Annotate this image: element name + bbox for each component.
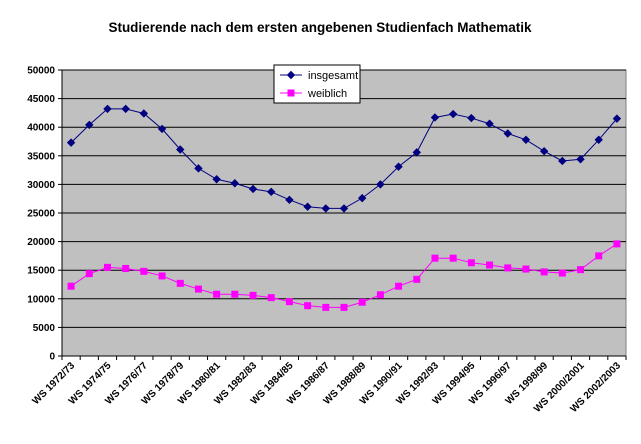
data-point-weiblich xyxy=(194,285,202,293)
data-point-insgesamt xyxy=(430,113,440,122)
data-point-weiblich xyxy=(285,298,293,306)
data-point-weiblich xyxy=(340,303,348,311)
data-point-weiblich xyxy=(103,263,111,271)
data-point-weiblich xyxy=(395,282,403,290)
series-group xyxy=(66,104,622,311)
y-axis: 0 5000 10000 15000 20000 25000 30000 35000 40000… xyxy=(27,66,63,363)
data-point-weiblich xyxy=(304,302,312,310)
data-point-insgesamt xyxy=(594,135,603,144)
data-point-insgesamt xyxy=(248,184,258,194)
data-point-insgesamt xyxy=(121,104,130,114)
data-point-insgesamt xyxy=(285,195,294,205)
data-point-weiblich xyxy=(122,264,130,272)
data-point-insgesamt xyxy=(303,202,312,211)
data-point-weiblich xyxy=(249,291,257,299)
y-tick-label: 20000 xyxy=(27,237,55,248)
y-tick-label: 0 xyxy=(49,352,55,363)
data-point-weiblich xyxy=(540,268,548,276)
data-point-insgesamt xyxy=(558,156,567,166)
data-point-insgesamt xyxy=(412,148,421,157)
data-point-weiblich xyxy=(558,269,566,277)
data-point-insgesamt xyxy=(521,135,531,144)
data-point-weiblich xyxy=(577,266,585,274)
y-tick-label: 30000 xyxy=(27,180,55,191)
y-tick-label: 35000 xyxy=(27,151,55,162)
data-point-insgesamt xyxy=(467,113,476,123)
y-tick-label: 40000 xyxy=(27,123,55,134)
data-point-weiblich xyxy=(358,298,366,306)
data-point-weiblich xyxy=(376,291,384,299)
data-point-insgesamt xyxy=(448,109,458,119)
data-point-weiblich xyxy=(67,282,75,290)
data-point-weiblich xyxy=(613,240,621,248)
series-insgesamt xyxy=(66,104,622,213)
data-point-insgesamt xyxy=(176,145,185,154)
y-tick-label: 10000 xyxy=(27,294,55,305)
y-tick-label: 25000 xyxy=(27,209,55,220)
data-point-insgesamt xyxy=(212,175,221,184)
legend-item-weiblich: weiblich xyxy=(280,88,347,100)
data-point-insgesamt xyxy=(394,162,403,171)
legend-marker xyxy=(286,70,296,80)
chart-title: Studierende nach dem ersten angebenen St… xyxy=(108,20,532,35)
data-point-weiblich xyxy=(158,272,166,280)
y-tick-label: 50000 xyxy=(27,66,55,77)
data-point-insgesamt xyxy=(376,180,385,189)
data-point-insgesamt xyxy=(576,155,585,164)
data-point-insgesamt xyxy=(485,119,494,128)
data-point-weiblich xyxy=(413,275,421,283)
legend-label: insgesamt xyxy=(308,70,358,82)
data-point-weiblich xyxy=(467,259,475,267)
data-point-insgesamt xyxy=(230,179,240,188)
legend: insgesamt weiblich xyxy=(273,64,361,104)
data-point-insgesamt xyxy=(357,193,367,203)
data-point-weiblich xyxy=(522,265,530,273)
y-tick-label: 45000 xyxy=(27,94,55,105)
data-point-weiblich xyxy=(595,252,603,260)
data-point-insgesamt xyxy=(503,129,512,138)
data-point-weiblich xyxy=(486,261,494,269)
data-point-weiblich xyxy=(213,290,221,298)
legend-marker xyxy=(287,89,295,97)
data-point-insgesamt xyxy=(321,204,331,213)
series-weiblich xyxy=(67,240,621,311)
legend-label: weiblich xyxy=(307,88,347,100)
data-point-insgesamt xyxy=(66,138,76,147)
data-point-weiblich xyxy=(267,294,275,302)
data-point-weiblich xyxy=(504,264,512,272)
y-tick-label: 15000 xyxy=(27,266,55,277)
data-point-weiblich xyxy=(431,254,439,262)
data-point-insgesamt xyxy=(267,187,276,197)
legend-box xyxy=(273,64,361,104)
legend-item-insgesamt: insgesamt xyxy=(280,70,358,82)
data-point-weiblich xyxy=(85,270,93,278)
data-point-weiblich xyxy=(322,303,330,311)
data-point-insgesamt xyxy=(612,114,622,123)
data-point-weiblich xyxy=(176,279,184,287)
data-point-insgesamt xyxy=(339,204,349,213)
data-point-insgesamt xyxy=(139,109,149,118)
y-tick-label: 5000 xyxy=(33,323,56,334)
data-point-weiblich xyxy=(449,254,457,262)
data-point-weiblich xyxy=(231,290,239,298)
data-point-insgesamt xyxy=(539,147,549,156)
data-point-weiblich xyxy=(140,267,148,275)
data-point-insgesamt xyxy=(85,120,94,130)
data-point-insgesamt xyxy=(194,164,203,173)
data-point-insgesamt xyxy=(103,104,112,114)
data-point-insgesamt xyxy=(157,124,167,134)
